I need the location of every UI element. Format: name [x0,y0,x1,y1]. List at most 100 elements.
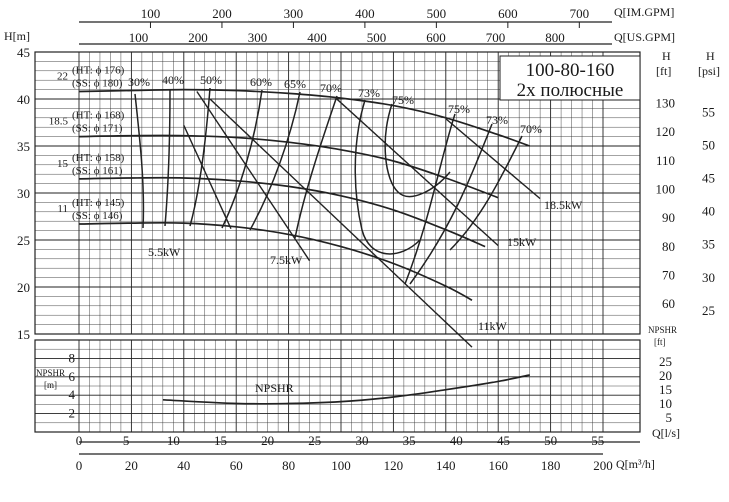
tick-label-q-ls: 20 [261,433,274,448]
power-line-11 [209,98,473,348]
tick-label-h-ft: 80 [662,239,675,254]
efficiency-label-3: 60% [250,75,272,89]
npshr-curve-group [162,374,530,405]
efficiency-curve-8 [404,113,456,285]
tick-label-q-imgpm: 600 [498,6,518,21]
tick-labels: 4540353025201513012011010090807060555045… [17,6,715,473]
tick-label-q-imgpm: 500 [427,6,447,21]
efficiency-curve-1 [164,89,171,227]
tick-label-h-psi: 25 [702,303,715,318]
tick-label-h-m: 20 [17,280,30,295]
diameter-label-c15: 15 [57,158,69,170]
power-lines [183,91,541,348]
axis-title-h-psi-top: H [706,49,715,63]
tick-label-q-ls: 40 [450,433,463,448]
tick-label-q-m3h: 160 [488,458,508,473]
tick-label-h-ft: 60 [662,296,675,311]
efficiency-curve-10 [449,135,523,251]
ht-label-c15: (HT: ϕ 158) [72,152,125,164]
power-label-15: 15kW [507,235,537,249]
tick-label-q-ls: 30 [355,433,368,448]
tick-label-q-imgpm: 200 [212,6,232,21]
tick-label-q-m3h: 60 [230,458,243,473]
tick-label-q-ls: 35 [403,433,416,448]
efficiency-label-8: 75% [448,102,470,116]
ss-label-c11: (SS: ϕ 146) [72,210,123,222]
efficiency-label-1: 40% [162,73,184,87]
tick-label-h-m: 45 [17,45,30,60]
tick-label-q-ls: 10 [167,433,180,448]
tick-label-h-ft: 100 [656,181,676,196]
axis-title-npshr-m: NPSHR [36,368,65,378]
axis-title-q-imgpm: Q[IM.GPM] [614,5,674,19]
ss-label-c185: (SS: ϕ 171) [72,123,123,135]
tick-label-q-imgpm: 400 [355,6,375,21]
tick-label-q-usgpm: 400 [307,30,327,45]
curve-labels: 22 (HT: ϕ 176)(SS: ϕ 180)18.5 (HT: ϕ 168)(… [49,64,583,333]
tick-label-h-m: 15 [17,327,30,342]
ht-label-c11: (HT: ϕ 145) [72,197,125,209]
tick-label-q-usgpm: 300 [248,30,268,45]
tick-label-npshr-ft: 25 [659,354,672,369]
power-label-11: 11kW [478,319,508,333]
axis-title-h-ft-unit: [ft] [656,64,671,78]
efficiency-curve-5 [294,95,338,239]
tick-label-q-usgpm: 800 [545,30,565,45]
tick-label-q-ls: 50 [544,433,557,448]
npshr-curve [162,374,530,405]
head-curve-c15 [78,176,486,248]
tick-label-h-ft: 120 [656,124,676,139]
diameter-label-c11: 11 [57,203,68,215]
efficiency-curve-4 [249,91,301,231]
power-line-75 [196,91,311,262]
diameter-label-c185: 18.5 [49,116,69,128]
grid-lines [35,51,640,433]
tick-label-q-m3h: 80 [282,458,295,473]
power-line-15 [335,97,499,247]
tick-label-q-m3h: 120 [384,458,404,473]
tick-label-q-imgpm: 700 [570,6,590,21]
tick-label-h-ft: 70 [662,267,675,282]
tick-label-npshr-m: 2 [69,406,76,421]
tick-label-q-usgpm: 600 [426,30,446,45]
tick-label-q-m3h: 200 [593,458,613,473]
tick-label-npshr-m: 8 [69,350,76,365]
tick-label-q-usgpm: 700 [486,30,506,45]
tick-label-h-psi: 35 [702,237,715,252]
power-label-75: 7.5kW [270,253,303,267]
power-line-185 [445,118,541,200]
tick-label-h-ft: 90 [662,210,675,225]
ss-label-c22: (SS: ϕ 180) [72,77,123,89]
axis-title-npshr-m-unit: [m] [44,380,57,390]
efficiency-curve-9 [409,123,493,285]
efficiency-label-10: 70% [520,122,542,136]
head-curve-c22 [78,88,530,147]
diameter-label-c22: 22 [57,70,68,82]
tick-label-q-ls: 15 [214,433,227,448]
tick-label-h-psi: 55 [702,105,715,120]
tick-label-npshr-ft: 15 [659,382,672,397]
tick-label-h-psi: 40 [702,204,715,219]
efficiency-curve-7 [384,103,451,198]
efficiency-label-0: 30% [128,75,150,89]
ht-label-c185: (HT: ϕ 168) [72,110,125,122]
axis-title-h-m: H[m] [4,29,30,43]
efficiency-label-9: 73% [486,113,508,127]
head-curve-c185 [78,134,499,199]
tick-label-h-psi: 45 [702,171,715,186]
tick-label-npshr-ft: 5 [666,410,673,425]
tick-label-npshr-ft: 20 [659,368,672,383]
npshr-frame [34,339,641,433]
title-box [499,55,641,101]
tick-label-h-psi: 30 [702,270,715,285]
axis-title-npshr-ft: NPSHR [648,325,677,335]
tick-label-h-psi: 50 [702,138,715,153]
efficiency-curve-0 [134,93,145,229]
power-label-55: 5.5kW [148,245,181,259]
tick-label-q-m3h: 20 [125,458,138,473]
ht-label-c22: (HT: ϕ 176) [72,64,125,76]
efficiency-label-7: 75% [392,93,414,107]
tick-label-q-ls: 25 [308,433,321,448]
tick-label-npshr-m: 6 [69,369,76,384]
tick-label-npshr-m: 4 [69,387,76,402]
